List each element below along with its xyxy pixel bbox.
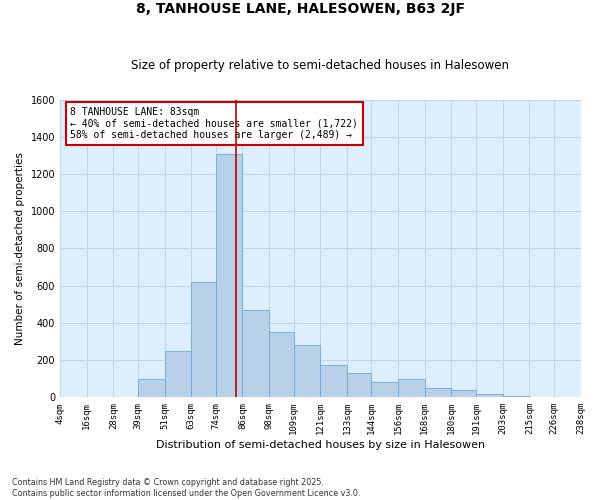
Bar [191, 282, 216, 398]
Bar [216, 154, 242, 398]
Text: Contains HM Land Registry data © Crown copyright and database right 2025.
Contai: Contains HM Land Registry data © Crown c… [12, 478, 361, 498]
Bar [293, 345, 320, 398]
Y-axis label: Number of semi-detached properties: Number of semi-detached properties [15, 152, 25, 345]
Bar [529, 397, 554, 398]
Bar [371, 382, 398, 398]
Bar [476, 394, 503, 398]
Bar [60, 397, 87, 398]
Bar [87, 397, 113, 398]
Text: 8 TANHOUSE LANE: 83sqm
← 40% of semi-detached houses are smaller (1,722)
58% of : 8 TANHOUSE LANE: 83sqm ← 40% of semi-det… [70, 107, 358, 140]
Bar [113, 397, 138, 398]
Bar [425, 388, 451, 398]
Bar [554, 397, 581, 398]
Bar [503, 396, 529, 398]
Bar [164, 351, 191, 398]
Bar [347, 373, 371, 398]
Title: Size of property relative to semi-detached houses in Halesowen: Size of property relative to semi-detach… [131, 59, 509, 72]
Bar [451, 390, 476, 398]
Bar [138, 378, 164, 398]
Bar [242, 310, 269, 398]
Bar [398, 378, 425, 398]
X-axis label: Distribution of semi-detached houses by size in Halesowen: Distribution of semi-detached houses by … [156, 440, 485, 450]
Bar [269, 332, 293, 398]
Text: 8, TANHOUSE LANE, HALESOWEN, B63 2JF: 8, TANHOUSE LANE, HALESOWEN, B63 2JF [136, 2, 464, 16]
Bar [320, 365, 347, 398]
